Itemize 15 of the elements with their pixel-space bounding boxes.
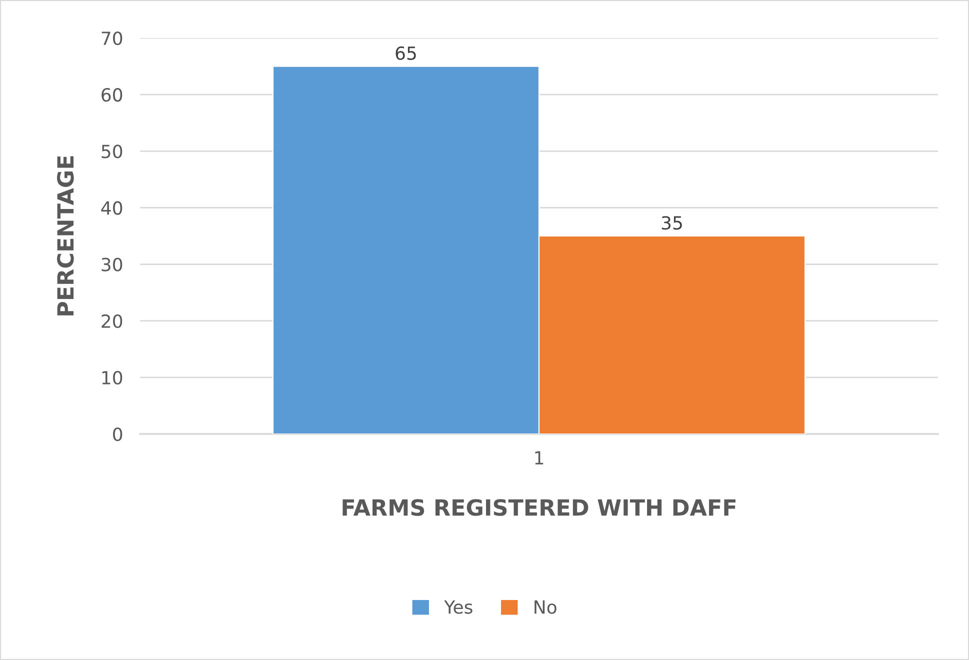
y-tick-label: 50 — [102, 144, 122, 158]
legend-label: No — [534, 600, 556, 614]
y-tick-label: 10 — [102, 370, 122, 385]
y-axis-title: PERCENTAGE — [57, 156, 74, 316]
x-tick-label: 1 — [535, 451, 544, 464]
y-tick-label: 40 — [101, 201, 122, 215]
x-axis-title: FARMS REGISTERED WITH DAFF — [342, 499, 736, 516]
y-tick-label: 70 — [102, 31, 122, 46]
y-tick-label: 30 — [102, 258, 122, 272]
y-tick-label: 0 — [113, 427, 122, 442]
data-label: 35 — [662, 216, 682, 230]
data-label: 65 — [396, 46, 416, 60]
legend-label: Yes — [444, 600, 472, 614]
y-tick-label: 60 — [102, 88, 122, 102]
y-tick-label: 20 — [102, 314, 122, 328]
